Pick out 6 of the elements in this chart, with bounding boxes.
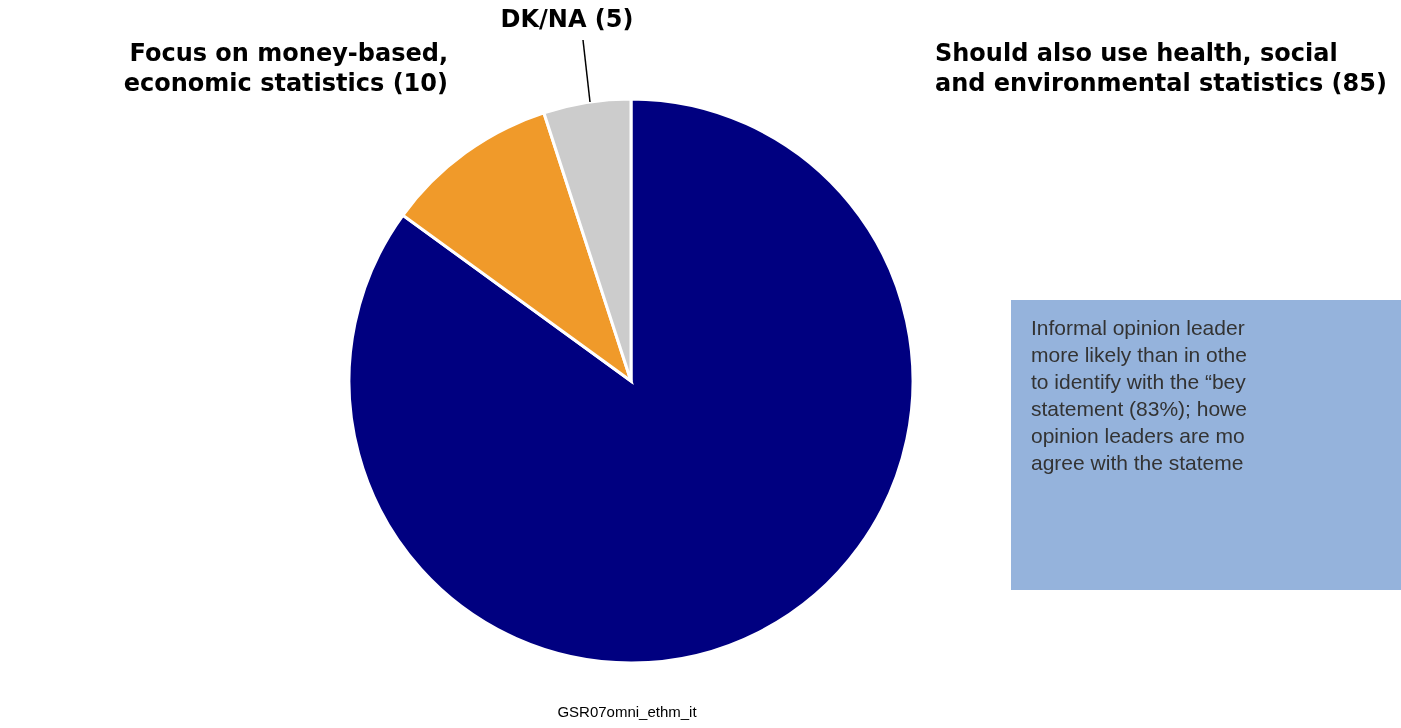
pie-slice (347, 97, 915, 665)
text: Informal opinion leader more likely than in othe to identify with the “bey statement (83%); howe opinion leaders are mo agree with the stateme (1031, 316, 1247, 474)
slice-label: Focus on money-based, economic statistics (10) (123, 39, 448, 97)
text: GSR07omni_ethm_it (557, 703, 698, 720)
slice-label: Should also use health, social and environmental statistics (85) (935, 39, 1387, 97)
slice-label: DK/NA (5) (500, 5, 634, 33)
